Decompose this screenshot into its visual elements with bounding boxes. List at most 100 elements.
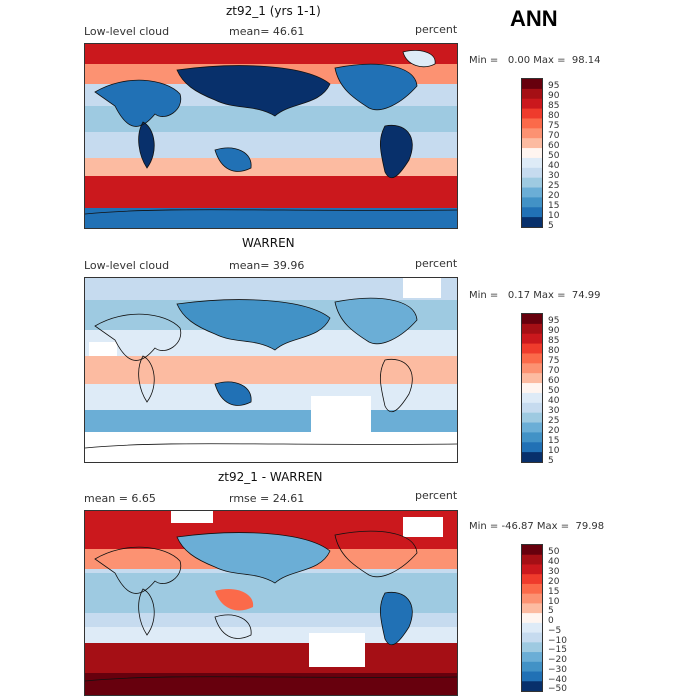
colorbar-swatch <box>522 545 542 556</box>
colorbar-swatch <box>522 108 542 119</box>
land-southern-africa <box>138 122 155 168</box>
panel1-colorbar-tick: 85 <box>548 101 560 111</box>
panel2-title: WARREN <box>242 236 295 250</box>
band-antarctica <box>85 208 457 228</box>
panel1-variable: Low-level cloud <box>84 25 170 38</box>
panel3-colorbar-tick: −10 <box>548 636 567 646</box>
panel3-colorbar-tick: 40 <box>548 557 560 567</box>
panel1-colorbar-tick: 15 <box>548 201 560 211</box>
panel3-colorbar-tick: 30 <box>548 567 560 577</box>
panel3-units: percent <box>415 489 458 502</box>
panel3-colorbar-tick: −50 <box>548 684 567 694</box>
missing-patch <box>311 396 371 436</box>
panel3-colorbar-tick: 10 <box>548 597 560 607</box>
land-africa-europe <box>95 80 181 127</box>
panel3-rmse: rmse = 24.61 <box>229 492 305 505</box>
panel2-colorbar-tick: 20 <box>548 426 560 436</box>
season-label: ANN <box>510 6 558 31</box>
panel2-colorbar-tick: 30 <box>548 406 560 416</box>
colorbar-swatch <box>522 574 542 585</box>
panel3-colorbar-tick: 15 <box>548 587 560 597</box>
colorbar-swatch <box>522 363 542 374</box>
panel2-units: percent <box>415 257 458 270</box>
panel3-colorbar-tick: −30 <box>548 665 567 675</box>
panel1-colorbar-tick: 20 <box>548 191 560 201</box>
panel3-colorbar-tick: −5 <box>548 626 562 636</box>
missing-patch <box>89 342 117 356</box>
panel1-map <box>84 43 458 229</box>
panel2-map <box>84 277 458 463</box>
panel1-colorbar-tick: 75 <box>548 121 560 131</box>
colorbar-swatch <box>522 632 542 643</box>
band-antarctica <box>85 673 457 695</box>
panel2-colorbar-tick: 90 <box>548 326 560 336</box>
panel1-colorbar <box>521 78 543 228</box>
missing-patch <box>309 633 365 667</box>
land-asia <box>177 532 330 583</box>
colorbar-swatch <box>522 564 542 575</box>
panel2-colorbar-tick: 75 <box>548 356 560 366</box>
colorbar-swatch <box>522 148 542 159</box>
panel2-colorbar-tick: 50 <box>548 386 560 396</box>
colorbar-swatch <box>522 177 542 189</box>
colorbar-swatch <box>522 652 542 663</box>
colorbar-swatch <box>522 392 542 404</box>
colorbar-swatch <box>522 353 542 364</box>
panel2-colorbar-tick: 25 <box>548 416 560 426</box>
panel1-colorbar-tick: 30 <box>548 171 560 181</box>
panel2-colorbar-tick: 5 <box>548 456 554 466</box>
panel2-colorbar <box>521 313 543 463</box>
panel2-colorbar-tick: 95 <box>548 316 560 326</box>
panel2-minmax: Min = 0.17 Max = 74.99 <box>469 290 601 301</box>
missing-patch <box>403 278 441 298</box>
band-subtropics <box>85 356 457 384</box>
colorbar-swatch <box>522 79 542 90</box>
colorbar-swatch <box>522 333 542 345</box>
colorbar-swatch <box>522 217 542 227</box>
panel3-colorbar-tick: 0 <box>548 616 554 626</box>
land-greenland <box>403 50 436 67</box>
panel2-colorbar-tick: 85 <box>548 336 560 346</box>
colorbar-swatch <box>522 373 542 384</box>
panel2-colorbar-tick: 60 <box>548 376 560 386</box>
panel3-title: zt92_1 - WARREN <box>218 470 323 484</box>
panel1-colorbar-tick: 60 <box>548 141 560 151</box>
colorbar-swatch <box>522 661 542 673</box>
colorbar-swatch <box>522 603 542 614</box>
band-south-subtrop <box>85 158 457 176</box>
panel1-colorbar-tick: 5 <box>548 221 554 231</box>
missing-patch <box>171 511 213 523</box>
panel3-colorbar-tick: 50 <box>548 547 560 557</box>
panel3-map-plot <box>85 511 457 695</box>
panel3-colorbar <box>521 544 543 692</box>
positive-anomaly <box>215 588 254 611</box>
land-asia <box>177 65 330 116</box>
colorbar-swatch <box>522 593 542 604</box>
colorbar-swatch <box>522 118 542 129</box>
panel3-colorbar-swatches <box>522 545 542 691</box>
colorbar-swatch <box>522 671 542 682</box>
band-southern-ocean <box>85 643 457 673</box>
panel2-mean: mean= 39.96 <box>229 259 305 272</box>
colorbar-swatch <box>522 314 542 325</box>
panel2-colorbar-tick: 15 <box>548 436 560 446</box>
colorbar-swatch <box>522 88 542 100</box>
colorbar-swatch <box>522 402 542 414</box>
panel2-colorbar-swatches <box>522 314 542 462</box>
panel3-colorbar-tick: −15 <box>548 645 567 655</box>
land-south-america <box>380 125 413 178</box>
colorbar-swatch <box>522 554 542 565</box>
land-asia <box>177 299 330 350</box>
panel1-colorbar-tick: 50 <box>548 151 560 161</box>
band-southern-ocean <box>85 176 457 208</box>
panel2-colorbar-tick: 10 <box>548 446 560 456</box>
panel2-colorbar-tick: 40 <box>548 396 560 406</box>
panel1-mean: mean= 46.61 <box>229 25 305 38</box>
colorbar-swatch <box>522 442 542 453</box>
panel1-minmax: Min = 0.00 Max = 98.14 <box>469 55 601 66</box>
panel1-colorbar-tick: 25 <box>548 181 560 191</box>
colorbar-swatch <box>522 197 542 208</box>
colorbar-swatch <box>522 343 542 354</box>
panel2-variable: Low-level cloud <box>84 259 170 272</box>
panel3-map <box>84 510 458 696</box>
